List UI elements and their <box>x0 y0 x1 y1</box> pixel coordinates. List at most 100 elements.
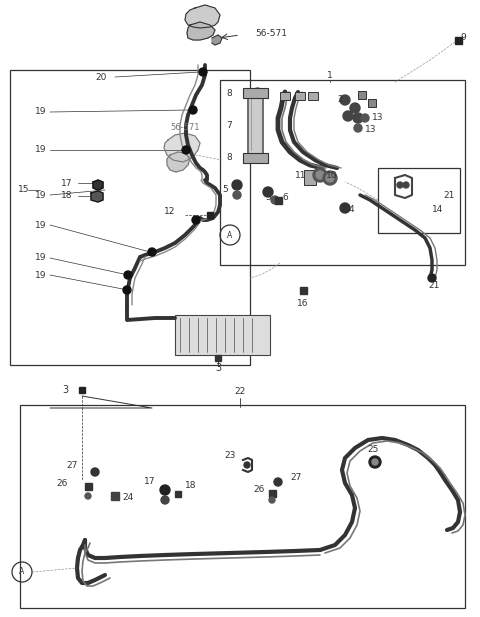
Circle shape <box>148 248 156 256</box>
Text: 10: 10 <box>326 170 338 180</box>
Bar <box>243 153 268 163</box>
Text: 19: 19 <box>35 270 47 280</box>
Text: 23: 23 <box>225 450 236 460</box>
Circle shape <box>269 497 275 503</box>
Polygon shape <box>248 88 263 157</box>
Circle shape <box>263 187 273 197</box>
Text: 13: 13 <box>365 125 376 135</box>
Text: 27: 27 <box>290 473 301 481</box>
Circle shape <box>372 459 378 465</box>
Bar <box>20 405 465 608</box>
Text: 18: 18 <box>185 481 196 491</box>
Text: 56-571: 56-571 <box>255 28 287 38</box>
Bar <box>215 355 221 361</box>
Text: 21: 21 <box>443 191 455 199</box>
Polygon shape <box>185 5 220 28</box>
Bar <box>84 482 92 489</box>
Circle shape <box>323 171 337 185</box>
Circle shape <box>189 106 197 114</box>
Circle shape <box>232 180 242 190</box>
Circle shape <box>353 113 363 123</box>
Text: 16: 16 <box>297 299 309 307</box>
Circle shape <box>199 68 207 76</box>
Text: 25: 25 <box>367 445 379 455</box>
Circle shape <box>350 103 360 113</box>
Text: A: A <box>19 568 24 576</box>
Bar <box>308 92 318 100</box>
Text: 4: 4 <box>349 205 355 215</box>
Bar <box>455 36 461 44</box>
Bar <box>175 491 181 497</box>
Polygon shape <box>91 191 103 202</box>
Bar <box>275 196 281 204</box>
Text: 1: 1 <box>327 70 333 80</box>
Text: 20: 20 <box>95 73 107 81</box>
Circle shape <box>354 124 362 132</box>
Text: 19: 19 <box>35 254 47 262</box>
Circle shape <box>343 111 353 121</box>
Text: 5: 5 <box>222 186 228 194</box>
Bar <box>368 99 376 107</box>
Text: 19: 19 <box>35 146 47 154</box>
Text: 5: 5 <box>265 194 271 202</box>
Circle shape <box>403 182 409 188</box>
Text: 56-571: 56-571 <box>170 123 200 133</box>
Circle shape <box>340 95 350 105</box>
Text: 21: 21 <box>428 281 439 289</box>
Text: 19: 19 <box>35 191 47 199</box>
Text: 27: 27 <box>67 460 78 470</box>
Bar <box>358 91 366 99</box>
Text: 13: 13 <box>372 114 384 123</box>
Bar <box>243 88 268 98</box>
Text: 14: 14 <box>432 205 444 215</box>
Bar <box>175 315 270 355</box>
Bar <box>280 92 290 100</box>
Bar <box>10 70 250 365</box>
Bar <box>300 286 307 294</box>
Text: 17: 17 <box>144 478 155 486</box>
Circle shape <box>361 114 369 122</box>
Text: 17: 17 <box>60 178 72 188</box>
Circle shape <box>316 171 324 179</box>
Circle shape <box>369 456 381 468</box>
Circle shape <box>428 274 436 282</box>
Text: 2: 2 <box>337 96 343 104</box>
Circle shape <box>123 286 131 294</box>
Text: 22: 22 <box>234 387 246 397</box>
Bar <box>304 170 316 185</box>
Circle shape <box>271 196 279 204</box>
Text: 11: 11 <box>295 170 307 180</box>
Text: 3: 3 <box>215 363 221 373</box>
Circle shape <box>233 191 241 199</box>
Text: 9: 9 <box>460 33 466 43</box>
Bar <box>268 489 276 497</box>
Circle shape <box>182 146 190 154</box>
Circle shape <box>397 182 403 188</box>
Text: 7: 7 <box>226 120 232 130</box>
Bar <box>378 168 460 233</box>
Polygon shape <box>187 22 215 40</box>
Polygon shape <box>93 180 103 190</box>
Text: A: A <box>228 231 233 239</box>
Text: 8: 8 <box>226 152 232 162</box>
Bar <box>111 492 119 500</box>
Bar <box>295 92 305 100</box>
Polygon shape <box>164 133 200 162</box>
Circle shape <box>326 174 334 182</box>
Text: 8: 8 <box>226 88 232 97</box>
Circle shape <box>91 468 99 476</box>
Text: 6: 6 <box>282 194 288 202</box>
Text: 26: 26 <box>253 486 265 494</box>
Bar <box>79 387 85 393</box>
Polygon shape <box>212 35 222 45</box>
Circle shape <box>313 168 327 182</box>
Circle shape <box>340 203 350 213</box>
Text: 19: 19 <box>35 107 47 117</box>
Text: 26: 26 <box>57 479 68 489</box>
Circle shape <box>192 216 200 224</box>
Text: 24: 24 <box>122 492 133 502</box>
Circle shape <box>161 496 169 504</box>
Circle shape <box>85 493 91 499</box>
Text: 15: 15 <box>18 186 29 194</box>
Circle shape <box>244 462 250 468</box>
